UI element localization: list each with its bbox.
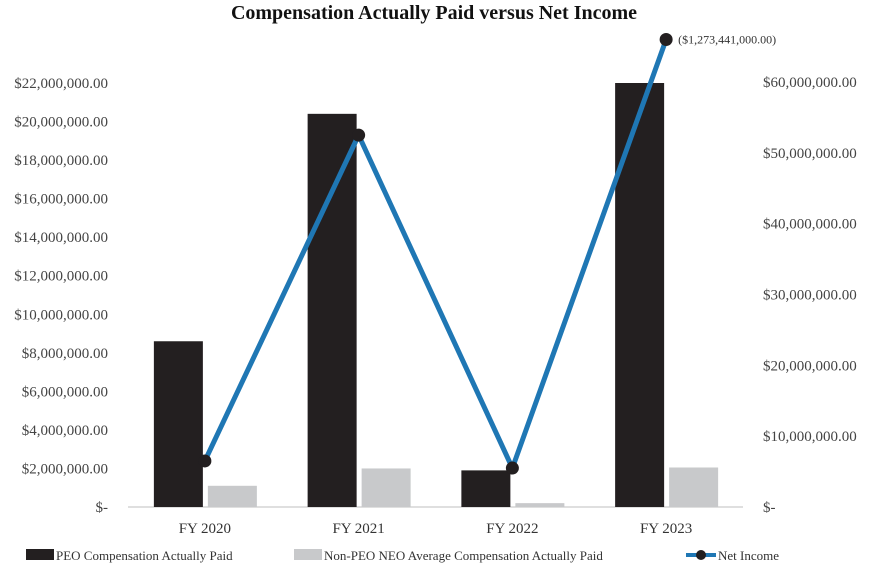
bar-non-peo-neo-average-compensation-actually-paid-fy-2021 bbox=[361, 468, 411, 507]
category-label: FY 2020 bbox=[179, 521, 231, 537]
data-label: ($1,273,441,000.00) bbox=[678, 33, 776, 47]
right-axis-tick-label: $- bbox=[763, 500, 776, 516]
left-axis-tick-label: $10,000,000.00 bbox=[14, 307, 108, 323]
left-axis-tick-label: $18,000,000.00 bbox=[14, 153, 108, 169]
right-axis-tick-label: $20,000,000.00 bbox=[763, 358, 857, 374]
category-label: FY 2022 bbox=[486, 521, 538, 537]
line-net-income bbox=[202, 38, 669, 471]
right-axis-tick-label: $30,000,000.00 bbox=[763, 288, 857, 304]
left-axis-tick-label: $6,000,000.00 bbox=[22, 384, 108, 400]
left-axis: $- $2,000,000.00 $4,000,000.00 $6,000,000.0… bbox=[14, 76, 108, 516]
left-axis-tick-label: $12,000,000.00 bbox=[14, 269, 108, 285]
left-axis-tick-label: $16,000,000.00 bbox=[14, 192, 108, 208]
left-axis-tick-label: $14,000,000.00 bbox=[14, 230, 108, 246]
bar-non-peo-neo-average-compensation-actually-paid-fy-2020 bbox=[207, 485, 257, 507]
legend-swatch-marker bbox=[696, 550, 706, 560]
legend-label: Non-PEO NEO Average Compensation Actuall… bbox=[324, 548, 603, 563]
left-axis-tick-label: $8,000,000.00 bbox=[22, 346, 108, 362]
bar-peo-compensation-actually-paid-fy-2023 bbox=[615, 83, 665, 507]
legend-item-peo-compensation-actually-paid: PEO Compensation Actually Paid bbox=[26, 548, 233, 563]
legend-item-non-peo-neo-average-compensation-actually-paid: Non-PEO NEO Average Compensation Actuall… bbox=[294, 548, 603, 563]
category-label: FY 2021 bbox=[332, 521, 384, 537]
right-axis: $- $10,000,000.00 $20,000,000.00 $30,000,00… bbox=[763, 75, 857, 516]
left-axis-tick-label: $22,000,000.00 bbox=[14, 76, 108, 92]
legend: PEO Compensation Actually Paid Non-PEO NE… bbox=[26, 548, 779, 563]
point-net-income-fy-2023 bbox=[659, 33, 673, 46]
left-axis-tick-label: $20,000,000.00 bbox=[14, 115, 108, 131]
category-labels: FY 2020 FY 2021 FY 2022 FY 2023 bbox=[179, 521, 693, 537]
legend-swatch bbox=[294, 549, 322, 560]
chart-title: Compensation Actually Paid versus Net In… bbox=[231, 2, 637, 24]
left-axis-tick-label: $- bbox=[96, 500, 109, 516]
bar-peo-compensation-actually-paid-fy-2022 bbox=[461, 470, 511, 507]
legend-item-net-income: Net Income bbox=[686, 548, 779, 563]
right-axis-tick-label: $50,000,000.00 bbox=[763, 146, 857, 162]
bar-peo-compensation-actually-paid-fy-2021 bbox=[307, 113, 357, 507]
legend-swatch bbox=[26, 549, 54, 560]
bar-peo-compensation-actually-paid-fy-2020 bbox=[153, 341, 203, 507]
point-net-income-fy-2021 bbox=[352, 128, 366, 142]
legend-label: PEO Compensation Actually Paid bbox=[56, 548, 233, 563]
left-axis-tick-label: $2,000,000.00 bbox=[22, 461, 108, 477]
right-axis-tick-label: $10,000,000.00 bbox=[763, 429, 857, 445]
point-net-income-fy-2020 bbox=[198, 454, 212, 468]
bars bbox=[153, 83, 719, 507]
left-axis-tick-label: $4,000,000.00 bbox=[22, 423, 108, 439]
bar-non-peo-neo-average-compensation-actually-paid-fy-2023 bbox=[669, 467, 719, 507]
bar-non-peo-neo-average-compensation-actually-paid-fy-2022 bbox=[515, 503, 565, 507]
right-axis-tick-label: $60,000,000.00 bbox=[763, 75, 857, 91]
legend-label: Net Income bbox=[718, 548, 779, 563]
point-net-income-fy-2022 bbox=[505, 461, 519, 475]
category-label: FY 2023 bbox=[640, 521, 692, 537]
right-axis-tick-label: $40,000,000.00 bbox=[763, 217, 857, 233]
net-income-line-layer: ($1,273,441,000.00) bbox=[198, 33, 776, 475]
